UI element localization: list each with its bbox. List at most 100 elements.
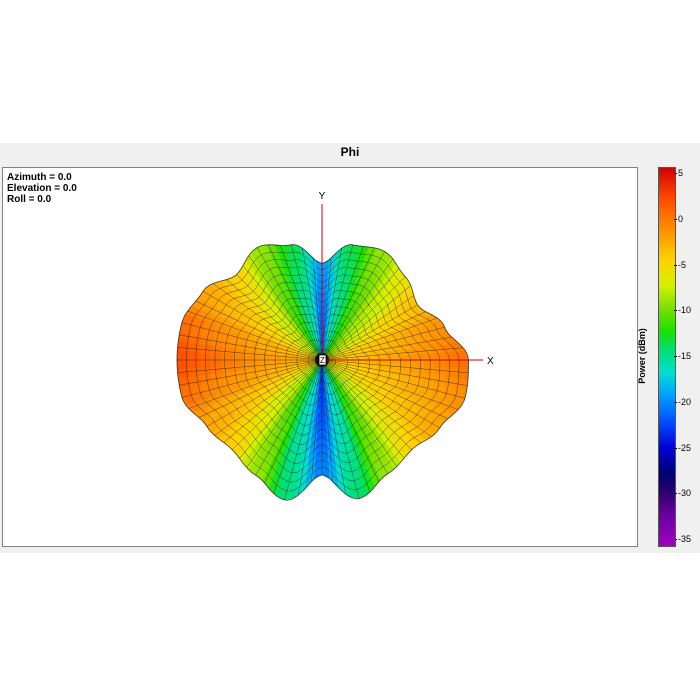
mesh-radial-line bbox=[321, 359, 449, 419]
colorbar-tick-mark bbox=[674, 356, 677, 357]
mesh-radial-line bbox=[187, 310, 323, 361]
plot-panel[interactable]: X Y Z Azimuth = 0.0 Elevation = 0.0 Roll… bbox=[2, 167, 638, 547]
pattern-surface-cell bbox=[423, 359, 436, 368]
pattern-surface-cell bbox=[434, 359, 447, 369]
colorbar-tick-label: 5 bbox=[678, 168, 684, 178]
mesh-radial-line bbox=[321, 359, 397, 467]
z-axis-marker bbox=[318, 354, 327, 366]
colorbar-tick-label: -25 bbox=[678, 442, 692, 453]
mesh-radial-line bbox=[321, 359, 371, 493]
colorbar-tick-label: -35 bbox=[678, 534, 692, 544]
mesh-radial-line bbox=[321, 359, 469, 374]
colorbar-tick-label: -5 bbox=[678, 259, 687, 270]
pattern-surface-cell bbox=[187, 367, 201, 378]
pattern-surface-cell bbox=[210, 345, 223, 354]
mesh-radial-line bbox=[321, 359, 346, 495]
pattern-surface-cell bbox=[411, 359, 424, 367]
pattern-surface-cell bbox=[267, 356, 281, 361]
colorbar-tick-label: -20 bbox=[678, 396, 692, 407]
colorbar-tick-mark bbox=[674, 447, 677, 449]
mesh-radial-line bbox=[181, 322, 323, 361]
mesh-ring-line bbox=[195, 259, 450, 483]
pattern-surface-cell bbox=[376, 359, 389, 365]
pattern-surface-cell bbox=[187, 359, 200, 370]
colorbar-tick-label: -15 bbox=[678, 351, 692, 361]
mesh-radial-line bbox=[280, 245, 323, 361]
mesh-radial-line bbox=[321, 359, 459, 410]
colorbar-gradient bbox=[658, 167, 676, 547]
mesh-radial-line bbox=[321, 359, 333, 482]
mesh-radial-line bbox=[321, 359, 412, 450]
pattern-surface-cell bbox=[255, 355, 269, 361]
mesh-radial-line bbox=[195, 300, 323, 361]
mesh-radial-line bbox=[321, 359, 422, 444]
colorbar-legend: 5 0 -5 -10 -15 -20 -25 -30 -35 Power (dBm) bbox=[637, 167, 700, 547]
colorbar-tick-mark bbox=[674, 401, 677, 403]
mesh-radial-line bbox=[256, 247, 323, 361]
pattern-surface-cell bbox=[198, 343, 212, 353]
mesh-radial-line bbox=[321, 359, 465, 399]
colorbar-title-text: Power (dBm) bbox=[637, 328, 647, 384]
mesh-radial-line bbox=[188, 359, 323, 409]
mesh-ring-line bbox=[244, 297, 401, 436]
mesh-radial-line bbox=[264, 359, 323, 484]
colorbar-tick-label: 0 bbox=[678, 213, 684, 224]
mesh-ring-line bbox=[176, 244, 469, 501]
view-orientation-info: Azimuth = 0.0 Elevation = 0.0 Roll = 0.0 bbox=[7, 172, 77, 205]
mesh-radial-line bbox=[321, 258, 394, 361]
pattern-surface-cell bbox=[221, 346, 234, 355]
pattern-surface-cell bbox=[221, 359, 234, 367]
mesh-radial-line bbox=[202, 291, 323, 361]
colorbar-tick-label: -10 bbox=[678, 305, 692, 316]
colorbar-tick-mark bbox=[674, 264, 677, 266]
mesh-radial-line bbox=[321, 359, 388, 474]
pattern-surface-cell bbox=[423, 366, 436, 376]
mesh-radial-line bbox=[321, 244, 354, 361]
mesh-radial-line bbox=[321, 359, 468, 386]
mesh-ring-line bbox=[296, 339, 348, 385]
mesh-radial-line bbox=[321, 336, 452, 361]
colorbar-tick-mark bbox=[674, 173, 677, 174]
pattern-surface-cell bbox=[198, 359, 211, 369]
mesh-radial-line bbox=[302, 248, 323, 361]
pattern-surface-cell bbox=[178, 331, 191, 343]
colorbar-tick-mark bbox=[674, 218, 677, 220]
pattern-surface-cell bbox=[363, 359, 377, 364]
mesh-radial-line bbox=[311, 359, 323, 482]
azimuth-readout: Azimuth = 0.0 bbox=[7, 172, 72, 183]
mesh-ring-line bbox=[308, 349, 336, 374]
mesh-ring-line bbox=[285, 330, 359, 396]
mesh-radial-line bbox=[267, 244, 323, 361]
pattern-surface-cell bbox=[209, 359, 222, 368]
radiation-pattern-plot[interactable]: X Y Z bbox=[3, 168, 637, 546]
mesh-radial-line bbox=[255, 359, 323, 476]
mesh-radial-line bbox=[177, 359, 323, 373]
mesh-radial-line bbox=[239, 359, 323, 459]
colorbar-tick-mark bbox=[674, 493, 677, 495]
mesh-radial-line bbox=[242, 265, 323, 361]
y-axis-label: Y bbox=[319, 191, 326, 202]
roll-readout: Roll = 0.0 bbox=[7, 194, 52, 205]
pattern-surface-cell bbox=[445, 367, 458, 379]
mesh-ring-line bbox=[264, 314, 381, 416]
mesh-radial-line bbox=[284, 359, 323, 501]
window-title: Phi bbox=[340, 145, 360, 159]
mesh-radial-line bbox=[273, 359, 323, 494]
colorbar-tick-label: -30 bbox=[678, 488, 692, 499]
mesh-radial-line bbox=[321, 347, 464, 361]
mesh-radial-line bbox=[321, 317, 438, 361]
pattern-surface-cell bbox=[187, 342, 201, 353]
mesh-radial-line bbox=[321, 276, 406, 361]
pattern-surface-cell bbox=[187, 350, 200, 361]
mesh-radial-line bbox=[212, 283, 323, 361]
mesh-radial-line bbox=[223, 359, 323, 443]
mesh-radial-line bbox=[236, 274, 323, 361]
mesh-ring-line bbox=[214, 274, 431, 464]
mesh-radial-line bbox=[321, 285, 411, 361]
mesh-ring-line bbox=[274, 322, 370, 406]
mesh-radial-line bbox=[321, 258, 332, 361]
pattern-window: Phi X Y Z Azimuth = 0.0 Elevation = 0.0 … bbox=[0, 143, 700, 553]
colorbar-tick-mark bbox=[674, 539, 677, 540]
pattern-surface-cell bbox=[198, 351, 211, 361]
mesh-ring-line bbox=[254, 305, 391, 426]
